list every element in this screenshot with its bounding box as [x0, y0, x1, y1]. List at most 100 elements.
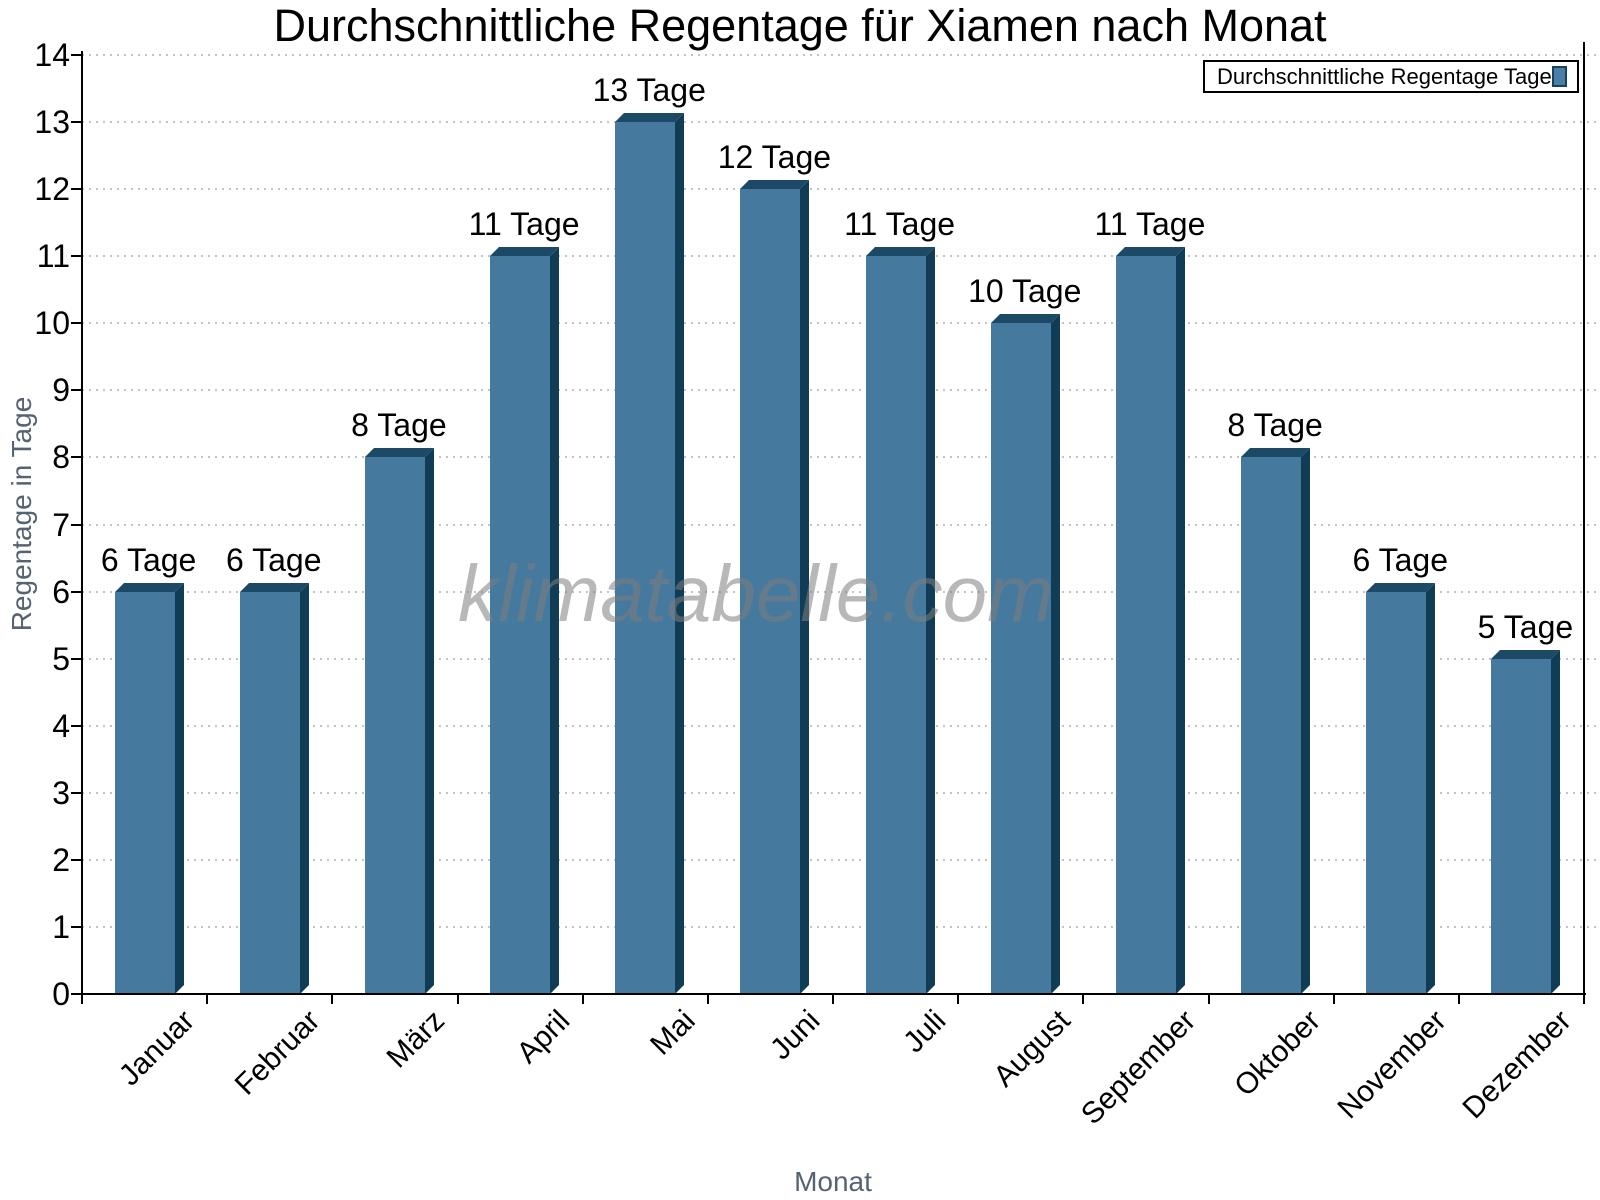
gridline-2	[82, 858, 1598, 861]
x-tick-6	[832, 995, 834, 1004]
bar-side-face	[1301, 448, 1311, 994]
gridline-14	[82, 54, 1598, 56]
bar-side-face	[174, 582, 184, 994]
bar-value-label-märz: 8 Tage	[351, 407, 447, 444]
gridline-1	[82, 925, 1598, 928]
x-tick-4	[581, 995, 584, 1004]
gridline-13	[82, 121, 1598, 124]
x-category-label-november: November	[1331, 1004, 1453, 1126]
legend-swatch-icon	[1551, 66, 1567, 87]
x-category-label-mai: Mai	[644, 1004, 702, 1062]
bar-value-label-august: 10 Tage	[968, 273, 1082, 310]
bar-value-label-april: 11 Tage	[468, 206, 580, 243]
bar-top-face	[364, 448, 434, 458]
bar-juli[interactable]	[865, 247, 935, 994]
y-tick-14	[71, 54, 83, 56]
bar-top-face	[1241, 448, 1311, 458]
x-tick-10	[1332, 995, 1335, 1004]
bar-top-face	[490, 247, 560, 257]
bar-april[interactable]	[490, 247, 560, 994]
y-tick-6	[71, 590, 83, 593]
y-tick-9	[71, 389, 83, 392]
x-tick-12	[1583, 995, 1585, 1004]
legend-box[interactable]: Durchschnittliche Regentage Tage	[1203, 60, 1579, 93]
y-tick-4	[71, 724, 83, 727]
legend-label: Durchschnittliche Regentage Tage	[1217, 63, 1552, 89]
y-tick-label-4: 4	[52, 707, 70, 744]
y-tick-label-0: 0	[52, 976, 70, 1012]
bar-value-label-september: 11 Tage	[1094, 206, 1206, 243]
x-category-label-februar: Februar	[228, 1004, 327, 1102]
bar-august[interactable]	[990, 314, 1060, 994]
bar-side-face	[1551, 649, 1561, 994]
y-tick-1	[71, 925, 83, 928]
bar-september[interactable]	[1115, 247, 1185, 994]
bar-juni[interactable]	[740, 180, 810, 994]
y-tick-0	[71, 993, 83, 995]
bar-mai[interactable]	[615, 113, 685, 994]
x-tick-2	[331, 995, 334, 1004]
y-tick-10	[71, 322, 83, 325]
x-tick-0	[81, 995, 83, 1004]
bar-februar[interactable]	[239, 582, 309, 994]
x-category-label-september: September	[1075, 1004, 1203, 1132]
x-tick-3	[456, 995, 459, 1004]
x-tick-8	[1082, 995, 1085, 1004]
gridline-10	[82, 322, 1598, 325]
gridline-4	[82, 724, 1598, 727]
y-tick-label-14: 14	[34, 37, 70, 73]
x-axis-title: Monat	[794, 1166, 872, 1197]
y-tick-label-10: 10	[34, 305, 70, 342]
bar-value-label-oktober: 8 Tage	[1227, 407, 1323, 444]
x-tick-5	[706, 995, 709, 1004]
bar-side-face	[1050, 314, 1060, 994]
x-tick-1	[206, 995, 209, 1004]
gridline-5	[82, 657, 1598, 660]
bar-top-face	[615, 113, 685, 123]
y-tick-label-2: 2	[52, 841, 70, 878]
bar-value-label-januar: 6 Tage	[100, 541, 197, 578]
x-category-label-august: August	[987, 1004, 1078, 1094]
y-tick-label-12: 12	[34, 171, 70, 208]
x-tick-9	[1207, 995, 1210, 1004]
bar-value-label-november: 6 Tage	[1352, 541, 1449, 578]
gridline-6	[82, 590, 1598, 593]
y-tick-label-3: 3	[52, 774, 70, 811]
y-tick-13	[71, 121, 83, 124]
y-tick-2	[71, 858, 83, 861]
bar-side-face	[299, 582, 309, 994]
chart-title: Durchschnittliche Regentage für Xiamen n…	[273, 0, 1327, 51]
y-tick-12	[71, 188, 83, 191]
y-tick-label-9: 9	[52, 372, 70, 409]
x-category-label-januar: Januar	[112, 1004, 201, 1093]
x-category-label-april: April	[510, 1004, 577, 1070]
bar-top-face	[865, 247, 935, 257]
bar-märz[interactable]	[364, 448, 434, 994]
y-tick-label-6: 6	[52, 573, 70, 610]
bar-dezember[interactable]	[1491, 649, 1561, 994]
bar-top-face	[114, 582, 184, 592]
gridline-12	[82, 188, 1598, 191]
bar-value-label-februar: 6 Tage	[226, 541, 322, 578]
bar-side-face	[1175, 247, 1185, 994]
x-category-label-juni: Juni	[764, 1004, 827, 1067]
y-tick-7	[71, 523, 83, 526]
bar-value-label-dezember: 5 Tage	[1477, 608, 1574, 645]
watermark-text: klimatabelle.com	[458, 549, 1054, 638]
bar-top-face	[1491, 649, 1561, 659]
bar-januar[interactable]	[114, 582, 184, 994]
gridline-11	[82, 255, 1598, 258]
y-tick-11	[71, 255, 83, 258]
y-tick-label-13: 13	[34, 104, 70, 141]
bar-top-face	[1115, 247, 1185, 257]
y-tick-label-7: 7	[52, 506, 70, 543]
bar-top-face	[740, 180, 810, 190]
x-axis-line	[81, 993, 1586, 995]
bar-value-label-mai: 13 Tage	[592, 72, 706, 109]
bar-november[interactable]	[1366, 582, 1436, 994]
x-category-label-oktober: Oktober	[1228, 1004, 1328, 1103]
y-tick-8	[71, 456, 83, 459]
x-category-label-juli: Juli	[896, 1004, 952, 1060]
bar-oktober[interactable]	[1241, 448, 1311, 994]
